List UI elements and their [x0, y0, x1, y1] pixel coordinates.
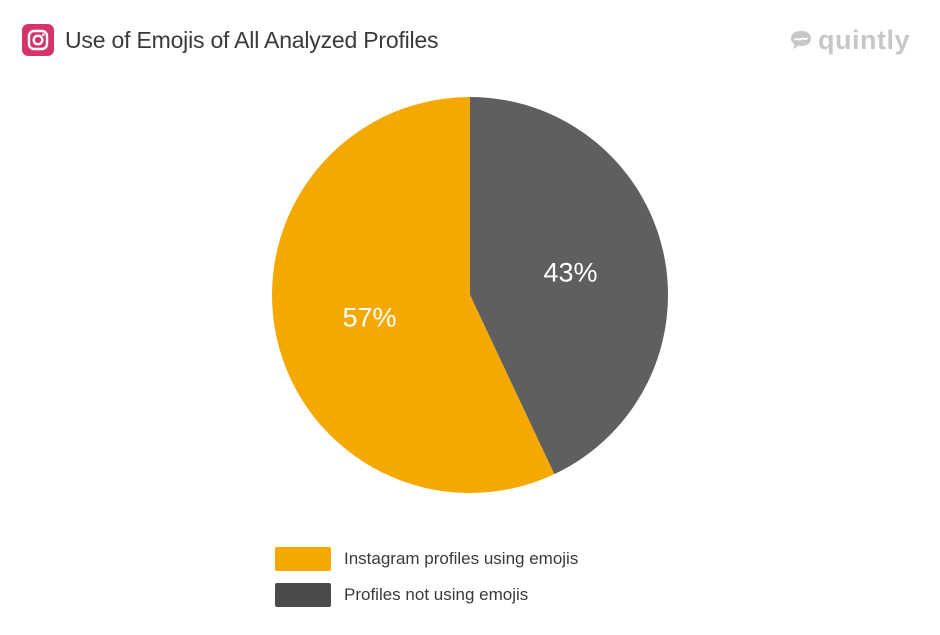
chart-header: Use of Emojis of All Analyzed Profiles — [22, 24, 439, 56]
chart-legend: Instagram profiles using emojis Profiles… — [275, 546, 578, 618]
legend-label-not-using-emojis: Profiles not using emojis — [344, 585, 529, 604]
instagram-icon — [22, 24, 54, 56]
quintly-logo-icon — [791, 31, 811, 49]
brand-name: quintly — [818, 24, 910, 55]
pie-slices — [271, 97, 668, 493]
chart-title: Use of Emojis of All Analyzed Profiles — [65, 26, 439, 53]
pie-slice-label-0: 43% — [543, 258, 597, 288]
legend-swatch-not-using-emojis — [275, 583, 331, 607]
pie-slice-label-1: 57% — [342, 302, 396, 332]
pie-chart: 43% 57% — [271, 97, 668, 493]
brand-logo: quintly — [790, 24, 910, 56]
pie-slice-1 — [271, 97, 555, 493]
pie-labels: 43% 57% — [342, 258, 597, 333]
legend-item-not-using-emojis: Profiles not using emojis — [275, 582, 578, 608]
legend-label-using-emojis: Instagram profiles using emojis — [344, 549, 579, 568]
legend-swatch-using-emojis — [275, 547, 331, 571]
pie-slice-0 — [470, 97, 668, 475]
legend-item-using-emojis: Instagram profiles using emojis — [275, 546, 578, 572]
